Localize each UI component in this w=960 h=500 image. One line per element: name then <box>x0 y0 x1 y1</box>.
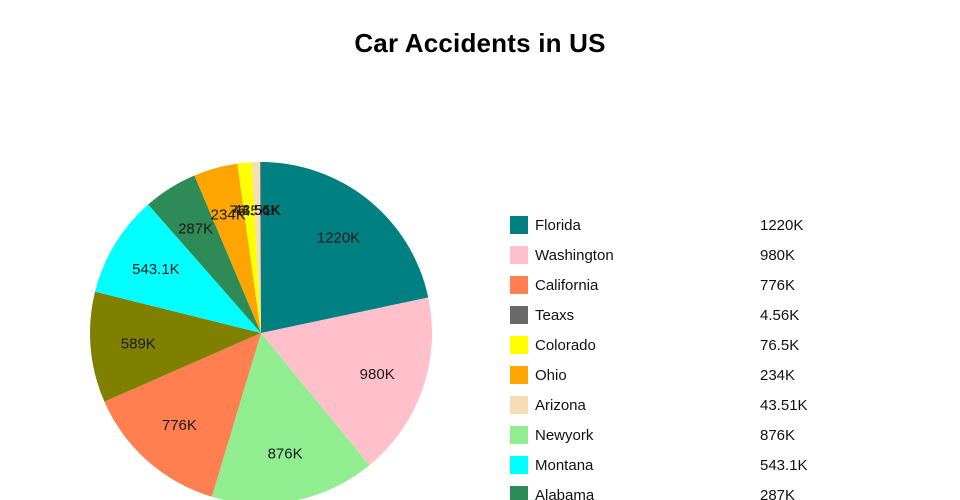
legend-label: Florida <box>535 216 581 234</box>
legend-value: 980K <box>760 246 796 264</box>
legend-item-teaxs[interactable]: Teaxs 4.56K <box>510 300 840 330</box>
pie-slice-montana[interactable] <box>95 204 261 334</box>
slice-value-label: 4.56K <box>241 202 280 219</box>
pie-slice-ohio[interactable] <box>194 163 261 333</box>
legend-value: 4.56K <box>760 306 800 324</box>
legend: Florida 1220K Washington 980K California 776K… <box>510 210 840 500</box>
legend-value: 876K <box>760 426 796 444</box>
legend-label: Arizona <box>535 396 586 414</box>
legend-label: Washington <box>535 246 614 264</box>
slice-value-label: 43.51K <box>234 202 282 219</box>
legend-value: 287K <box>760 486 796 500</box>
pie-slice-alabama[interactable] <box>148 175 261 333</box>
pie-slice-florida[interactable] <box>261 162 429 333</box>
slice-value-label: 876K <box>268 446 303 463</box>
legend-swatch <box>510 336 528 354</box>
legend-item-washington[interactable]: Washington 980K <box>510 240 840 270</box>
legend-item-colorado[interactable]: Colorado 76.5K <box>510 330 840 360</box>
legend-value: 43.51K <box>760 396 808 414</box>
legend-value: 234K <box>760 366 796 384</box>
slice-value-label: 543.1K <box>132 261 180 278</box>
legend-label: Colorado <box>535 336 596 354</box>
pie-slice-california[interactable] <box>104 333 261 497</box>
pie-slice-washington[interactable] <box>261 297 432 466</box>
legend-label: Alabama <box>535 486 595 500</box>
legend-item-ohio[interactable]: Ohio 234K <box>510 360 840 390</box>
legend-value: 1220K <box>760 216 804 234</box>
pie-slice-teaxs[interactable] <box>260 161 261 333</box>
legend-item-california[interactable]: California 776K <box>510 270 840 300</box>
slice-value-label: 234K <box>211 206 246 223</box>
legend-value: 76.5K <box>760 336 800 354</box>
legend-swatch <box>510 486 528 500</box>
pie-slice-arizona[interactable] <box>251 162 261 333</box>
slice-value-label: 589K <box>121 335 156 352</box>
slice-value-label: 287K <box>178 221 213 238</box>
legend-swatch <box>510 216 528 234</box>
legend-swatch <box>510 426 528 444</box>
legend-value: 543.1K <box>760 456 808 474</box>
legend-label: Teaxs <box>535 306 575 324</box>
slice-value-label: 1220K <box>317 229 360 246</box>
legend-item-newyork[interactable]: Newyork 876K <box>510 420 840 450</box>
legend-swatch <box>510 396 528 414</box>
pie-slice-unlabeled[interactable] <box>89 291 261 402</box>
chart-title: Car Accidents in US <box>354 28 606 58</box>
legend-swatch <box>510 456 528 474</box>
slice-value-label: 980K <box>360 366 395 383</box>
legend-label: California <box>535 276 599 294</box>
legend-item-alabama[interactable]: Alabama 287K <box>510 480 840 500</box>
legend-label: Ohio <box>535 366 567 384</box>
pie-slice-colorado[interactable] <box>237 162 261 333</box>
legend-label: Newyork <box>535 426 594 444</box>
slice-value-label: 776K <box>162 417 197 434</box>
legend-item-montana[interactable]: Montana 543.1K <box>510 450 840 480</box>
legend-swatch <box>510 246 528 264</box>
legend-item-florida[interactable]: Florida 1220K <box>510 210 840 240</box>
legend-value: 776K <box>760 276 796 294</box>
pie-slice-newyork[interactable] <box>211 333 370 500</box>
legend-item-arizona[interactable]: Arizona 43.51K <box>510 390 840 420</box>
legend-swatch <box>510 366 528 384</box>
legend-swatch <box>510 306 528 324</box>
legend-label: Montana <box>535 456 594 474</box>
legend-swatch <box>510 276 528 294</box>
